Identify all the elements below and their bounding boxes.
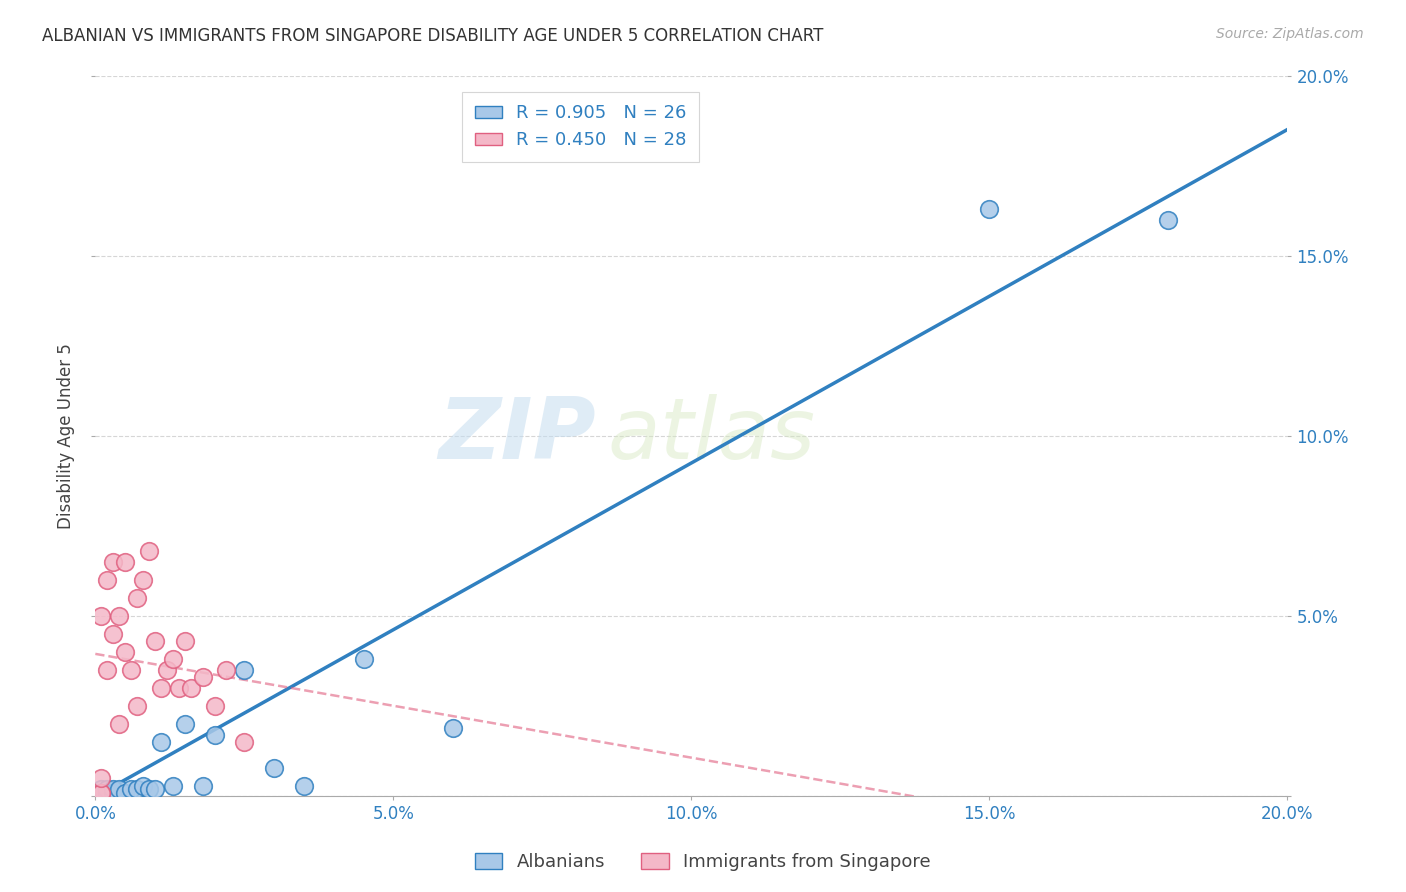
Point — [204, 699, 226, 714]
Point — [90, 772, 112, 786]
Text: ALBANIAN VS IMMIGRANTS FROM SINGAPORE DISABILITY AGE UNDER 5 CORRELATION CHART: ALBANIAN VS IMMIGRANTS FROM SINGAPORE DI… — [42, 27, 824, 45]
Point — [204, 728, 226, 742]
Point — [167, 681, 190, 696]
Point — [441, 721, 464, 735]
Legend: R = 0.905   N = 26, R = 0.450   N = 28: R = 0.905 N = 26, R = 0.450 N = 28 — [463, 92, 699, 162]
Point — [120, 782, 142, 797]
Point — [114, 786, 136, 800]
Point — [90, 786, 112, 800]
Text: ZIP: ZIP — [439, 394, 596, 477]
Point — [233, 735, 256, 749]
Point — [353, 652, 375, 666]
Point — [90, 782, 112, 797]
Point — [125, 782, 148, 797]
Point — [132, 573, 155, 587]
Point — [96, 573, 118, 587]
Point — [138, 544, 160, 558]
Point — [162, 652, 184, 666]
Point — [215, 663, 238, 677]
Point — [90, 786, 112, 800]
Point — [108, 782, 131, 797]
Point — [143, 782, 166, 797]
Point — [138, 782, 160, 797]
Point — [292, 779, 315, 793]
Point — [191, 779, 214, 793]
Point — [103, 555, 125, 569]
Point — [103, 782, 125, 797]
Point — [173, 634, 195, 648]
Point — [114, 645, 136, 659]
Point — [120, 663, 142, 677]
Point — [132, 779, 155, 793]
Point — [96, 786, 118, 800]
Y-axis label: Disability Age Under 5: Disability Age Under 5 — [58, 343, 75, 529]
Point — [233, 663, 256, 677]
Point — [96, 663, 118, 677]
Point — [108, 609, 131, 624]
Point — [143, 634, 166, 648]
Text: atlas: atlas — [607, 394, 815, 477]
Point — [263, 761, 285, 775]
Point — [1157, 212, 1180, 227]
Point — [191, 671, 214, 685]
Point — [156, 663, 179, 677]
Point — [90, 786, 112, 800]
Legend: Albanians, Immigrants from Singapore: Albanians, Immigrants from Singapore — [468, 846, 938, 879]
Point — [96, 782, 118, 797]
Point — [149, 681, 172, 696]
Point — [173, 717, 195, 731]
Text: Source: ZipAtlas.com: Source: ZipAtlas.com — [1216, 27, 1364, 41]
Point — [90, 786, 112, 800]
Point — [162, 779, 184, 793]
Point — [149, 735, 172, 749]
Point — [90, 609, 112, 624]
Point — [103, 786, 125, 800]
Point — [125, 591, 148, 606]
Point — [103, 627, 125, 641]
Point — [180, 681, 202, 696]
Point — [114, 555, 136, 569]
Point — [108, 717, 131, 731]
Point — [125, 699, 148, 714]
Point — [979, 202, 1001, 216]
